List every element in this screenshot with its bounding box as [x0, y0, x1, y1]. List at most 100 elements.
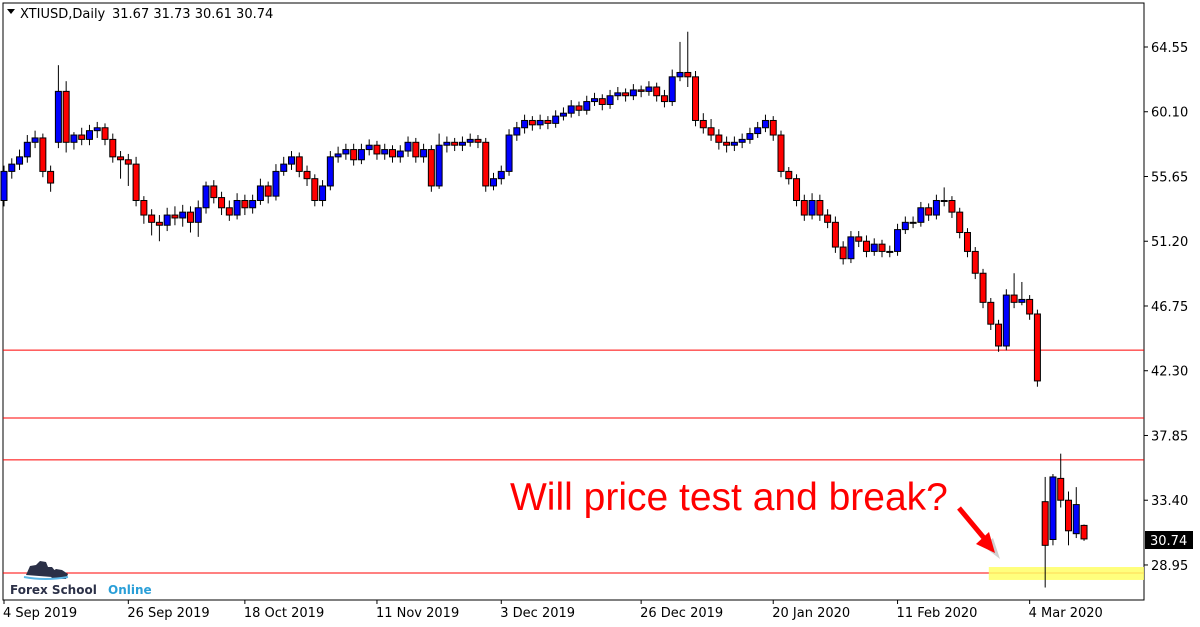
candle: [295, 152, 303, 178]
candle: [870, 238, 878, 256]
candle-body: [303, 170, 311, 180]
candle: [334, 146, 342, 163]
candle-body: [427, 149, 435, 187]
candle-body: [707, 127, 715, 136]
candle: [622, 88, 630, 102]
candle: [342, 143, 350, 160]
candle-body: [435, 144, 443, 187]
y-tick-label: 33.40: [1151, 494, 1188, 509]
symbol-label: XTIUSD,Daily: [20, 7, 106, 22]
candle: [1064, 491, 1072, 546]
x-tick-label: 4 Sep 2019: [3, 606, 77, 621]
x-tick-label: 11 Feb 2020: [897, 606, 978, 621]
candle-body: [668, 76, 676, 103]
candle: [761, 114, 769, 133]
symbol-header[interactable]: XTIUSD,Daily 31.67 31.73 30.61 30.74: [7, 7, 273, 22]
candle-body: [606, 95, 614, 105]
candle: [521, 114, 529, 134]
forex-school-online-logo: Forex School Online: [10, 561, 152, 597]
candle-body: [870, 243, 878, 252]
candle: [925, 203, 933, 221]
candle-body: [451, 141, 459, 146]
candle: [1033, 309, 1041, 387]
candle: [396, 145, 404, 163]
candle-body: [148, 214, 156, 223]
candle-body: [373, 144, 381, 155]
x-tick-label: 26 Dec 2019: [640, 606, 723, 621]
candle-body: [365, 144, 373, 151]
y-tick-label: 46.75: [1151, 300, 1188, 315]
candle: [901, 216, 909, 234]
candle-body: [536, 119, 544, 126]
candle: [614, 87, 622, 101]
bull-bear-logo-icon: [26, 561, 56, 577]
candle: [979, 268, 987, 309]
candle: [606, 89, 614, 109]
candle: [435, 133, 443, 189]
candle-body: [140, 199, 148, 216]
candle: [241, 194, 249, 216]
candle-body: [839, 246, 847, 260]
candle: [629, 84, 637, 101]
candle-body: [559, 112, 567, 117]
candle-body: [1018, 298, 1026, 303]
candle: [746, 127, 754, 144]
candle: [591, 92, 599, 106]
plot-area: [2, 2, 1145, 601]
y-tick-label: 64.55: [1151, 41, 1188, 56]
candle-body: [971, 250, 979, 274]
candle: [23, 135, 31, 163]
candle-body: [202, 185, 210, 209]
candle: [505, 129, 513, 176]
candle: [62, 81, 70, 153]
candle-body: [622, 92, 630, 97]
candle-body: [1010, 294, 1018, 303]
candle: [940, 187, 948, 207]
candle-body: [23, 141, 31, 158]
candle-body: [233, 199, 241, 216]
x-tick-label: 26 Sep 2019: [127, 606, 209, 621]
candle: [210, 180, 218, 204]
candle: [956, 207, 964, 239]
candle-body: [738, 138, 746, 143]
dropdown-triangle-icon[interactable]: [7, 9, 15, 14]
candle-body: [47, 170, 55, 184]
candle-body: [482, 141, 490, 187]
candle-body: [598, 98, 606, 105]
candle: [769, 116, 777, 141]
candle: [692, 71, 700, 127]
candle: [326, 151, 334, 191]
candle-body: [420, 149, 428, 158]
candle: [637, 85, 645, 98]
candle: [466, 133, 474, 147]
candle-body: [963, 232, 971, 252]
candle-body: [93, 127, 101, 132]
candle: [420, 143, 428, 163]
candle-body: [979, 272, 987, 303]
candle: [194, 200, 202, 237]
candle: [785, 167, 793, 185]
candle-body: [78, 134, 86, 140]
candle-body: [0, 170, 8, 201]
candle: [132, 156, 140, 207]
candle-body: [513, 127, 521, 136]
candle-body: [862, 240, 870, 252]
candle: [458, 136, 466, 152]
y-tick-label: 42.30: [1151, 365, 1188, 380]
candle: [824, 209, 832, 229]
candle-body: [769, 119, 777, 136]
candle-body: [987, 301, 995, 325]
candle-body: [956, 211, 964, 234]
candle-body: [326, 156, 334, 187]
candle: [140, 196, 148, 224]
candle: [894, 223, 902, 256]
candle-body: [886, 250, 894, 253]
candle-body: [1049, 476, 1057, 541]
candle: [1018, 281, 1026, 306]
x-tick-label: 4 Mar 2020: [1029, 606, 1103, 621]
candle: [847, 231, 855, 264]
candle-body: [117, 156, 125, 161]
candle-body: [458, 141, 466, 146]
candle: [0, 165, 8, 207]
